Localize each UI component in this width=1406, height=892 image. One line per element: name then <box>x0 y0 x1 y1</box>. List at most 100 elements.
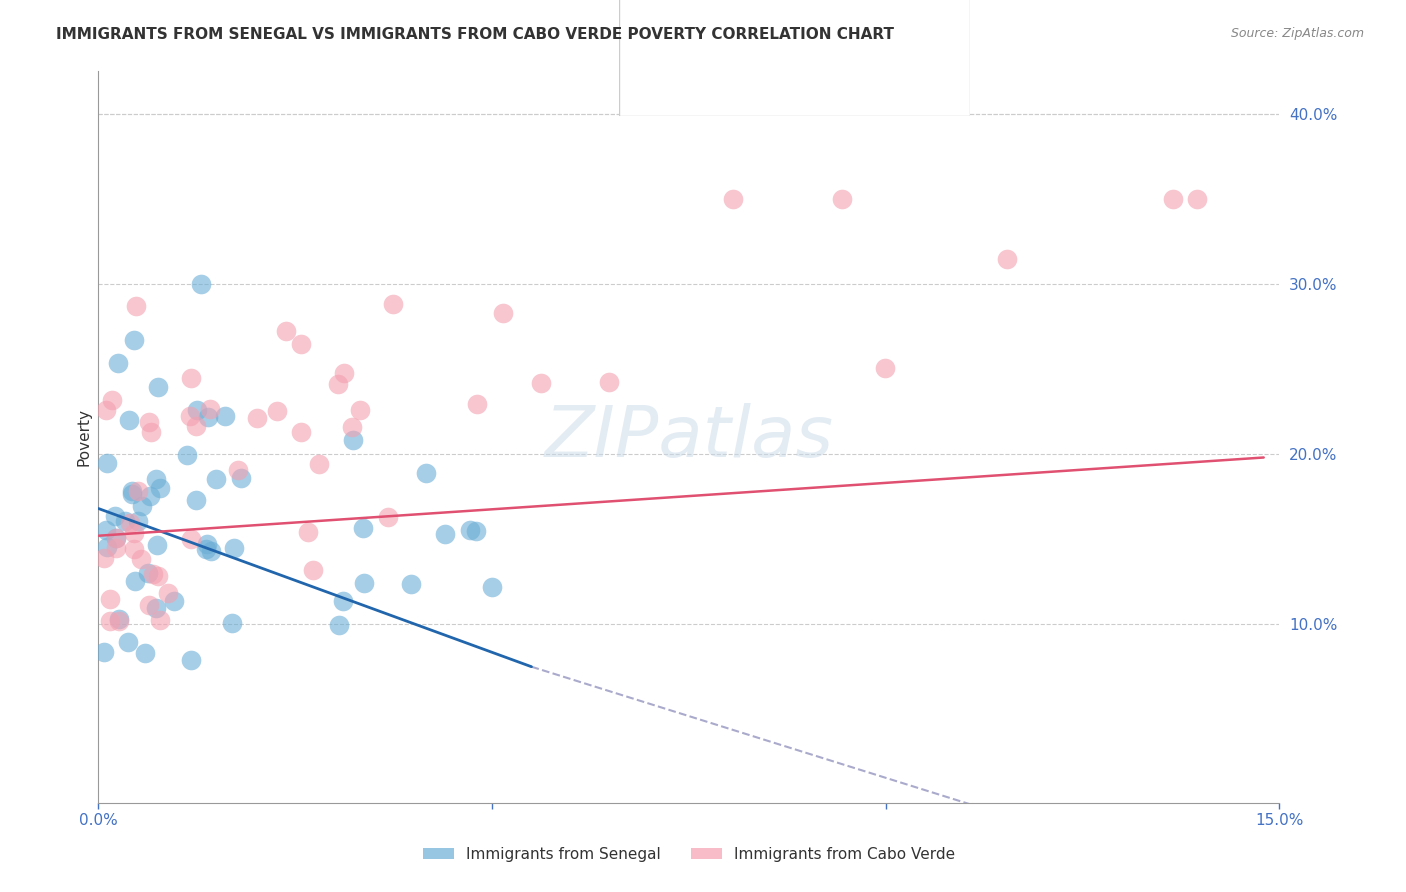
Point <box>328 618 350 632</box>
Point <box>124 574 146 588</box>
Point <box>214 409 236 424</box>
Point <box>117 635 139 649</box>
Point <box>148 380 170 394</box>
Point <box>139 489 162 503</box>
Point <box>118 516 141 530</box>
Point <box>458 523 481 537</box>
Point <box>145 472 167 486</box>
Point <box>96 540 118 554</box>
Circle shape <box>626 70 668 87</box>
Point <box>200 544 222 558</box>
Y-axis label: Poverty: Poverty <box>76 408 91 467</box>
Point <box>180 532 202 546</box>
Point <box>204 472 226 486</box>
Text: ZIPatlas: ZIPatlas <box>544 402 834 472</box>
Point <box>481 580 503 594</box>
Point <box>1185 192 1208 206</box>
Legend: Immigrants from Senegal, Immigrants from Cabo Verde: Immigrants from Senegal, Immigrants from… <box>416 841 962 868</box>
Point <box>352 521 374 535</box>
Point <box>107 614 129 628</box>
Point <box>873 361 896 376</box>
Point <box>180 653 202 667</box>
Point <box>302 562 325 576</box>
Text: N =: N = <box>846 70 887 87</box>
Point <box>194 541 217 556</box>
Point <box>142 566 165 581</box>
Point <box>184 492 207 507</box>
Point <box>179 409 201 423</box>
Point <box>96 456 118 470</box>
Point <box>297 525 319 540</box>
Point <box>122 334 145 348</box>
Point <box>124 525 146 540</box>
Point <box>465 397 488 411</box>
Point <box>138 566 160 580</box>
Point <box>1161 192 1184 206</box>
Point <box>186 403 208 417</box>
Point <box>723 192 745 206</box>
Point <box>492 306 515 320</box>
Point <box>831 192 853 206</box>
Text: 0.134: 0.134 <box>752 70 804 87</box>
Point <box>326 376 349 391</box>
Point <box>104 541 127 555</box>
Point <box>180 371 202 385</box>
Point <box>129 552 152 566</box>
Point <box>114 514 136 528</box>
Point <box>145 601 167 615</box>
Point <box>222 541 245 555</box>
Text: -0.317: -0.317 <box>752 11 811 29</box>
Point <box>96 524 118 538</box>
Point <box>465 524 488 538</box>
Point <box>98 592 121 607</box>
Point <box>342 420 364 434</box>
Point <box>93 645 115 659</box>
Point <box>134 646 156 660</box>
Point <box>156 586 179 600</box>
Text: IMMIGRANTS FROM SENEGAL VS IMMIGRANTS FROM CABO VERDE POVERTY CORRELATION CHART: IMMIGRANTS FROM SENEGAL VS IMMIGRANTS FR… <box>56 27 894 42</box>
Point <box>108 612 131 626</box>
Point <box>229 471 252 485</box>
Point <box>121 487 143 501</box>
Point <box>94 403 117 417</box>
Circle shape <box>626 7 668 24</box>
Point <box>127 483 149 498</box>
Point <box>290 337 312 351</box>
Point <box>141 425 163 439</box>
Point <box>98 615 121 629</box>
Point <box>125 300 148 314</box>
FancyBboxPatch shape <box>619 0 970 116</box>
Point <box>184 418 207 433</box>
Point <box>415 466 437 480</box>
Point <box>93 551 115 566</box>
Text: R =: R = <box>682 11 721 29</box>
Point <box>433 527 456 541</box>
Point <box>149 482 172 496</box>
Point <box>266 403 288 417</box>
Point <box>308 457 330 471</box>
Text: N =: N = <box>846 11 887 29</box>
Text: 51: 51 <box>907 11 929 29</box>
Text: R =: R = <box>682 70 733 87</box>
Point <box>290 425 312 440</box>
Point <box>530 376 553 391</box>
Point <box>104 531 127 545</box>
Point <box>146 569 169 583</box>
Point <box>246 410 269 425</box>
Text: 51: 51 <box>907 70 929 87</box>
Point <box>226 463 249 477</box>
Point <box>353 575 375 590</box>
Point <box>104 508 127 523</box>
Point <box>198 402 221 417</box>
Point <box>598 375 620 389</box>
Point <box>101 392 124 407</box>
Point <box>382 297 405 311</box>
Point <box>195 536 218 550</box>
Point <box>122 541 145 556</box>
Text: Source: ZipAtlas.com: Source: ZipAtlas.com <box>1230 27 1364 40</box>
Point <box>118 413 141 427</box>
Point <box>332 366 354 380</box>
Point <box>399 577 422 591</box>
Point <box>131 500 153 514</box>
Point <box>221 615 243 630</box>
